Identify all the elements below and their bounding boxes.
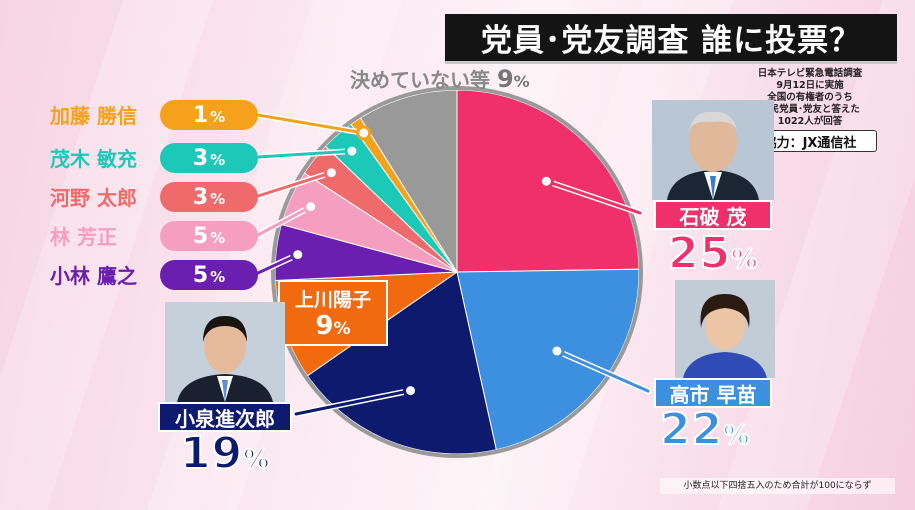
pie-slice-9 (359, 89, 458, 274)
pie-slice-2 (306, 271, 497, 455)
pie-outline (271, 86, 643, 458)
value-ishiba: 25% (667, 227, 759, 280)
footnote: 小数点以下四捨五入のため合計が100にならず (660, 478, 895, 494)
leader-dot-2 (403, 383, 419, 399)
page-title: 党員･党友調査 誰に投票？ (445, 14, 897, 64)
leader-dot-7 (344, 143, 360, 159)
leader-dot-1 (549, 343, 565, 359)
pill-motegi: 3% (160, 143, 258, 173)
pill-kobayashi: 5% (160, 260, 258, 290)
name-kobayashi: 小林 鷹之 (50, 264, 137, 288)
name-hayashi: 林 芳正 (50, 225, 117, 249)
tag-ishiba: 石破 茂 (654, 200, 772, 230)
leader-line-5 (256, 205, 313, 237)
name-kato: 加藤 勝信 (50, 104, 137, 128)
leader-line-2 (294, 389, 413, 416)
leader-dot-8 (356, 125, 372, 141)
name-kono: 河野 太郎 (50, 186, 137, 210)
leader-line-8 (256, 113, 366, 135)
portrait-ishiba (652, 100, 774, 200)
portrait-takaichi (675, 280, 775, 378)
leader-dot-0 (538, 173, 554, 189)
leader-dot-5 (303, 199, 319, 215)
kamikawa-label: 上川陽子 9% (278, 280, 388, 346)
survey-info: 日本テレビ緊急電話調査 9月12日に実施 全国の有権者のうち 自民党員･党友と答… (757, 68, 863, 127)
leader-line-7 (256, 149, 354, 159)
undecided-label: 決めていない等 9% (350, 65, 530, 93)
name-motegi: 茂木 敏充 (50, 147, 137, 171)
tag-koizumi: 小泉進次郎 (158, 402, 292, 432)
leader-line-0 (544, 179, 642, 215)
leader-dot-4 (290, 247, 306, 263)
value-koizumi: 19% (179, 427, 271, 480)
portrait-koizumi (165, 302, 285, 402)
pill-kono: 3% (160, 182, 258, 212)
leader-dot-6 (323, 165, 339, 181)
pill-kato: 1% (160, 100, 258, 130)
pie-slice-1 (456, 268, 640, 451)
tag-takaichi: 高市 早苗 (654, 378, 772, 408)
leader-line-6 (256, 171, 333, 198)
cooperation-badge: 協力：JX通信社 (743, 130, 877, 152)
value-takaichi: 22% (659, 403, 751, 456)
leader-line-1 (555, 349, 650, 393)
pill-hayashi: 5% (160, 221, 258, 251)
